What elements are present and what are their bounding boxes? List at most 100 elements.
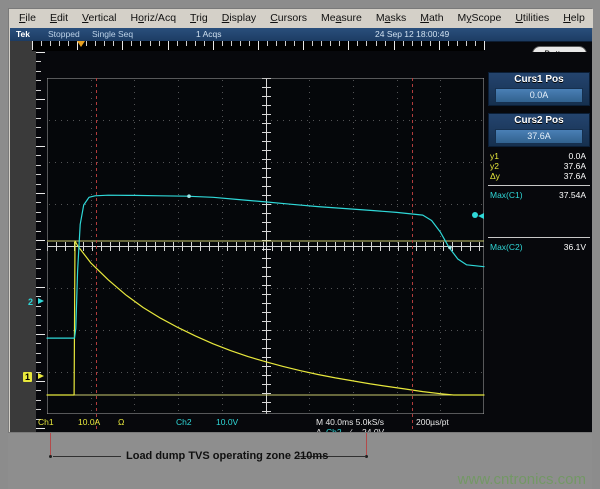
graticule-dot [247, 288, 248, 289]
graticule-dot [193, 120, 194, 121]
graticule-dot [309, 374, 310, 375]
channel-1-marker[interactable]: 1 [23, 372, 33, 382]
measurement-max-c2-label: Max(C2) [490, 242, 523, 252]
graticule-dot [178, 80, 179, 81]
graticule-dot [397, 80, 398, 81]
graticule-dot [440, 86, 441, 87]
center-axis-tick [262, 105, 271, 106]
graticule-border-bottom [47, 413, 484, 414]
horiz-main-readout[interactable]: M 40.0ms 5.0kS/s [316, 417, 385, 427]
graticule-dot [353, 362, 354, 363]
ch1-scale[interactable]: 10.0A [78, 417, 101, 427]
menu-item-horiz-acq[interactable]: Horiz/Acq [130, 12, 177, 24]
ch1-label[interactable]: Ch1 [38, 417, 54, 427]
graticule-dot [463, 372, 464, 373]
graticule-dot [241, 120, 242, 121]
menu-item-vertical[interactable]: Vertical [82, 12, 117, 24]
graticule-dot [223, 372, 224, 373]
graticule-dot [175, 288, 176, 289]
graticule-dot [373, 288, 374, 289]
waveform-canvas [46, 194, 485, 396]
graticule-dot [151, 330, 152, 331]
graticule-dot [309, 266, 310, 267]
menu-item-utilities[interactable]: Utilities [515, 12, 550, 24]
cursor-line-2[interactable] [412, 78, 413, 432]
graticule-dot [73, 330, 74, 331]
graticule-dot [337, 372, 338, 373]
cursor-line-1[interactable] [96, 78, 97, 432]
graticule-dot [178, 116, 179, 117]
menu-item-cursors[interactable]: Cursors [270, 12, 307, 24]
menu-item-masks[interactable]: Masks [375, 12, 407, 24]
graticule-dot [55, 330, 56, 331]
graticule-dot [309, 278, 310, 279]
graticule-dot [103, 162, 104, 163]
menu-item-file[interactable]: File [19, 12, 36, 24]
graticule-dot [481, 162, 482, 163]
graticule-dot [193, 288, 194, 289]
graticule-dot [259, 204, 260, 205]
menu-item-measure[interactable]: Measure [320, 12, 362, 24]
graticule-dot [211, 372, 212, 373]
horiz-resolution[interactable]: 200µs/pt [416, 417, 449, 427]
graticule-dot [353, 392, 354, 393]
center-axis-tick [299, 242, 300, 251]
graticule-dot [307, 204, 308, 205]
curs2-pos-value[interactable]: 37.6A [495, 129, 583, 144]
curs1-pos-value[interactable]: 0.0A [495, 88, 583, 103]
graticule-dot [91, 288, 92, 289]
channel-1-marker-arrow [38, 373, 44, 379]
ch2-label[interactable]: Ch2 [176, 417, 192, 427]
graticule-dot [175, 330, 176, 331]
graticule-dot [440, 170, 441, 171]
graticule-dot [313, 120, 314, 121]
graticule-dot [178, 362, 179, 363]
graticule-dot [353, 122, 354, 123]
channel-2-marker[interactable]: 2 [28, 297, 34, 307]
graticule-dot [309, 248, 310, 249]
graticule-dot [145, 162, 146, 163]
graticule-dot [309, 254, 310, 255]
trigger-source[interactable]: Ch2 [326, 427, 342, 432]
graticule-dot [353, 320, 354, 321]
graticule-dot [353, 332, 354, 333]
graticule-dot [397, 110, 398, 111]
ch2-scale[interactable]: 10.0V [216, 417, 239, 427]
graticule-dot [277, 204, 278, 205]
menu-item-display[interactable]: Display [221, 12, 257, 24]
graticule-dot [253, 120, 254, 121]
graticule-dot [178, 380, 179, 381]
graticule-dot [211, 162, 212, 163]
graticule-dot [325, 330, 326, 331]
graticule-dot [134, 410, 135, 411]
graticule-dot [367, 162, 368, 163]
graticule-dot [217, 162, 218, 163]
graticule-dot [222, 308, 223, 309]
trigger-level[interactable]: 24.0V [362, 427, 385, 432]
graticule-dot [309, 392, 310, 393]
center-axis-tick [272, 242, 273, 251]
run-state-label[interactable]: Stopped [48, 29, 80, 39]
graticule-dot [134, 206, 135, 207]
graticule-dot [91, 320, 92, 321]
trigger-position-marker[interactable] [77, 41, 85, 47]
graticule-dot [73, 372, 74, 373]
graticule-dot [265, 372, 266, 373]
graticule-dot [283, 120, 284, 121]
graticule-dot [91, 326, 92, 327]
graticule-dot [222, 242, 223, 243]
menu-item-help[interactable]: Help [563, 12, 585, 24]
ch1-coupling[interactable]: Ω [118, 417, 125, 427]
center-axis-tick [209, 242, 210, 251]
menu-item-math[interactable]: Math [420, 12, 444, 24]
graticule-dot [181, 288, 182, 289]
menu-item-trig[interactable]: Trig [190, 12, 208, 24]
graticule-dot [353, 158, 354, 159]
graticule-dot [134, 140, 135, 141]
graticule-dot [222, 110, 223, 111]
graticule-dot [439, 372, 440, 373]
acq-mode-label[interactable]: Single Seq [92, 29, 134, 39]
graticule-dot [309, 164, 310, 165]
menu-item-edit[interactable]: Edit [49, 12, 69, 24]
menu-item-myscope[interactable]: MyScope [457, 12, 502, 24]
